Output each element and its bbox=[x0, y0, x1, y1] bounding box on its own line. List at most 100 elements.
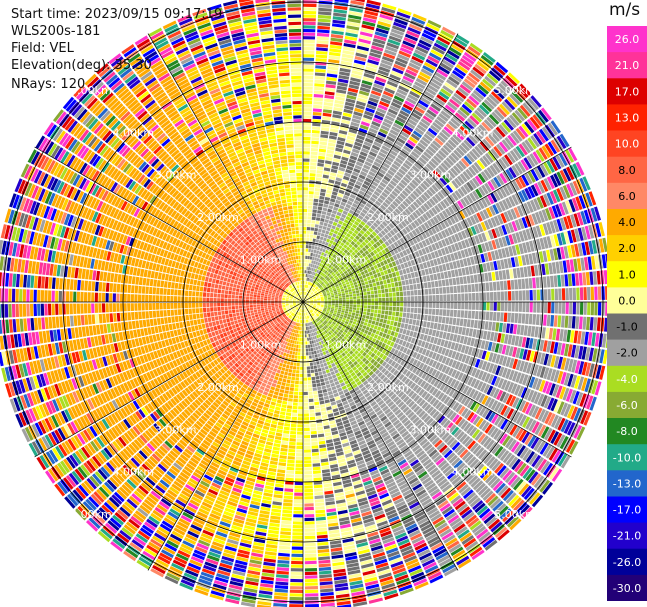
radar-gate bbox=[367, 154, 376, 161]
radar-gate bbox=[330, 382, 336, 387]
radar-gate bbox=[442, 85, 454, 95]
radar-gate bbox=[318, 7, 332, 12]
radar-gate bbox=[310, 303, 314, 305]
radar-gate bbox=[444, 246, 450, 255]
radar-gate bbox=[303, 21, 316, 26]
radar-gate bbox=[479, 141, 489, 152]
radar-gate bbox=[521, 174, 530, 186]
radar-gate bbox=[374, 309, 378, 314]
radar-gate bbox=[303, 295, 305, 299]
radar-gate bbox=[303, 7, 317, 11]
radar-gate bbox=[567, 273, 572, 287]
radar-gate bbox=[498, 83, 510, 95]
radar-gate bbox=[346, 251, 351, 256]
radar-gate bbox=[347, 212, 353, 218]
radar-gate bbox=[317, 430, 324, 434]
radar-gate bbox=[332, 161, 340, 167]
radar-gate bbox=[381, 265, 387, 271]
radar-gate bbox=[514, 163, 523, 175]
radar-gate bbox=[501, 236, 508, 247]
radar-gate bbox=[326, 263, 330, 267]
radar-gate bbox=[454, 343, 459, 351]
radar-gate bbox=[309, 303, 313, 306]
radar-gate bbox=[330, 252, 334, 257]
radar-gate bbox=[436, 116, 447, 125]
radar-gate bbox=[410, 203, 417, 211]
radar-gate bbox=[423, 166, 432, 174]
radar-gate bbox=[343, 244, 348, 249]
radar-gate bbox=[327, 278, 331, 282]
radar-gate bbox=[358, 93, 369, 100]
radar-gate bbox=[313, 394, 319, 399]
radar-gate bbox=[471, 177, 480, 188]
radar-gate bbox=[493, 332, 498, 342]
radar-gate bbox=[423, 202, 431, 211]
radar-gate bbox=[392, 306, 396, 312]
radar-gate bbox=[323, 483, 333, 488]
radar-gate bbox=[312, 280, 316, 284]
radar-gate bbox=[310, 249, 314, 253]
radar-gate bbox=[380, 314, 385, 319]
radar-gate bbox=[327, 66, 339, 71]
radar-gate bbox=[303, 36, 316, 40]
radar-gate bbox=[368, 97, 379, 104]
radar-gate bbox=[370, 147, 379, 154]
radar-gate bbox=[317, 433, 325, 438]
radar-gate bbox=[469, 192, 477, 202]
radar-gate bbox=[339, 228, 344, 234]
radar-gate bbox=[308, 351, 312, 356]
radar-gate bbox=[326, 511, 337, 517]
radar-gate bbox=[330, 464, 339, 469]
radar-gate bbox=[453, 149, 463, 159]
radar-gate bbox=[528, 313, 533, 325]
radar-gate bbox=[394, 174, 402, 181]
radar-gate bbox=[516, 205, 524, 217]
radar-gate bbox=[455, 89, 467, 100]
radar-gate bbox=[399, 244, 405, 251]
radar-gate bbox=[316, 287, 320, 291]
radar-gate bbox=[421, 136, 431, 145]
radar-gate bbox=[412, 190, 420, 198]
radar-gate bbox=[363, 13, 378, 20]
radar-gate bbox=[361, 183, 369, 190]
radar-gate bbox=[552, 219, 560, 233]
radar-gate bbox=[362, 17, 377, 24]
radar-gate bbox=[511, 165, 520, 177]
radar-gate bbox=[452, 214, 460, 223]
radar-gate bbox=[341, 293, 346, 296]
radar-gate bbox=[589, 317, 594, 331]
radar-gate bbox=[342, 304, 346, 307]
radar-gate bbox=[507, 312, 511, 323]
radar-gate bbox=[385, 115, 395, 122]
radar-gate bbox=[529, 199, 538, 212]
radar-gate bbox=[544, 263, 550, 275]
radar-gate bbox=[472, 66, 485, 77]
radar-gate bbox=[322, 388, 328, 393]
radar-gate bbox=[315, 287, 319, 290]
radar-gate bbox=[366, 259, 371, 264]
radar-gate bbox=[387, 268, 392, 274]
radar-gate bbox=[454, 269, 459, 277]
radar-gate bbox=[532, 277, 536, 289]
radar-gate bbox=[338, 220, 344, 225]
radar-gate bbox=[323, 362, 328, 367]
radar-gate bbox=[448, 120, 458, 130]
radar-gate bbox=[353, 304, 357, 308]
radar-gate bbox=[472, 302, 476, 310]
radar-gate bbox=[328, 274, 332, 278]
radar-gate bbox=[512, 130, 523, 142]
radar-gate bbox=[428, 198, 436, 206]
radar-gate bbox=[605, 336, 607, 348]
radar-gate bbox=[368, 319, 372, 324]
radar-gate bbox=[483, 99, 495, 110]
radar-gate bbox=[559, 261, 564, 274]
radar-gate bbox=[345, 308, 349, 312]
radar-gate bbox=[432, 121, 442, 131]
radar-gate bbox=[358, 260, 363, 265]
radar-gate bbox=[530, 95, 542, 108]
radar-gate bbox=[459, 57, 473, 68]
radar-gate bbox=[508, 246, 514, 257]
radar-gate bbox=[356, 45, 370, 52]
radar-gate bbox=[457, 188, 465, 197]
radar-gate bbox=[457, 222, 464, 231]
